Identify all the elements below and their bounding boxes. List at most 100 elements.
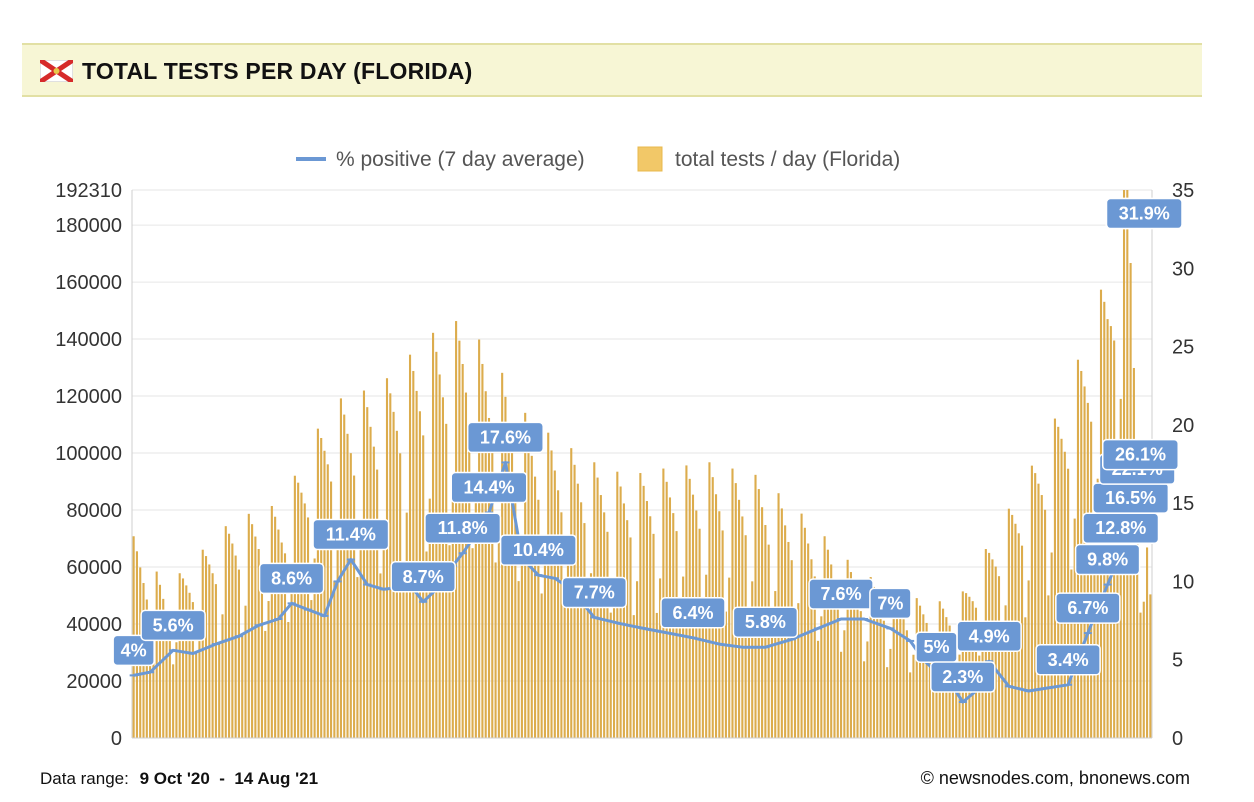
point-label-text: 14.4% — [463, 478, 514, 498]
bar — [902, 619, 905, 738]
bar — [247, 513, 250, 738]
point-label: 5.8% — [732, 606, 799, 638]
point-label-text: 10.4% — [513, 540, 564, 560]
bar — [632, 615, 635, 738]
bar — [300, 492, 303, 738]
point-label-box — [450, 471, 528, 504]
bar — [774, 591, 777, 738]
bar — [1020, 545, 1024, 738]
tests-chart: % positive (7 day average) total tests / … — [55, 146, 1194, 750]
bar — [823, 536, 826, 738]
bar — [830, 564, 833, 738]
bar — [1146, 547, 1149, 738]
point-label: 4% — [112, 634, 155, 667]
bar — [655, 612, 658, 738]
bar — [214, 584, 217, 738]
bar — [494, 562, 497, 738]
point-label-text: 4.9% — [969, 626, 1010, 646]
data-range-label: Data range: — [40, 769, 129, 788]
bar — [629, 537, 632, 738]
bar — [181, 578, 185, 738]
bar — [606, 531, 609, 738]
bar — [859, 611, 862, 738]
bar — [366, 407, 369, 738]
point-label-box — [732, 606, 799, 638]
bar — [221, 614, 224, 738]
bar — [343, 414, 346, 738]
point-label-text: 26.1% — [1115, 445, 1166, 465]
point-label: 7.7% — [561, 576, 628, 609]
bar — [889, 648, 892, 738]
point-label: 4.9% — [956, 620, 1022, 653]
bar — [797, 603, 800, 738]
bar — [955, 675, 958, 738]
bar — [1034, 473, 1037, 738]
bar — [892, 589, 895, 738]
bar — [257, 549, 260, 738]
bar — [846, 559, 849, 738]
bar — [833, 578, 836, 738]
bar — [251, 524, 254, 738]
bar — [267, 601, 270, 738]
point-label: 8.7% — [390, 561, 456, 593]
left-tick-label: 60000 — [66, 557, 122, 579]
point-label: 8.6% — [258, 562, 325, 595]
bar — [211, 573, 214, 738]
point-label: 2.3% — [930, 661, 996, 693]
bar — [863, 661, 866, 738]
bar — [724, 611, 727, 738]
bar — [1093, 539, 1096, 738]
bar — [359, 532, 362, 738]
bar — [1139, 612, 1142, 738]
point-label: 11.4% — [312, 518, 390, 551]
bar — [152, 636, 155, 738]
point-label-box — [1055, 592, 1121, 624]
bar — [382, 526, 385, 738]
bar — [1027, 580, 1030, 738]
bar — [1004, 605, 1007, 738]
bar — [185, 585, 188, 738]
bar — [1136, 465, 1139, 738]
bar — [224, 526, 227, 738]
point-label-box — [1035, 644, 1101, 676]
bar — [550, 450, 553, 738]
point-label-text: 11.4% — [326, 525, 376, 545]
bar — [1149, 594, 1152, 738]
bar — [234, 555, 237, 738]
bar — [241, 634, 244, 738]
bar — [244, 605, 247, 738]
bar — [399, 453, 402, 738]
bar — [349, 453, 352, 738]
bar — [290, 586, 293, 738]
bar — [560, 512, 563, 738]
bar — [497, 517, 500, 738]
bar — [313, 558, 316, 738]
point-label-box — [312, 518, 390, 551]
bar — [283, 553, 287, 738]
point-label: 7% — [869, 587, 912, 620]
bar — [471, 548, 474, 738]
bar — [145, 599, 148, 738]
point-label: 7.6% — [808, 578, 874, 610]
legend-label-positive: % positive (7 day average) — [336, 148, 585, 171]
bar — [922, 614, 925, 738]
bar — [277, 529, 280, 738]
left-tick-label: 192310 — [55, 180, 122, 202]
bar — [1060, 438, 1063, 738]
point-label-box — [1101, 438, 1179, 471]
bar — [547, 432, 550, 738]
data-range: Data range: 9 Oct '20 - 14 Aug '21 — [40, 769, 318, 789]
bar — [1090, 421, 1093, 738]
bar — [484, 391, 487, 738]
point-label-text: 31.9% — [1119, 204, 1170, 224]
bar — [369, 426, 372, 738]
bar — [175, 642, 178, 738]
bar — [385, 378, 389, 738]
point-label: 6.7% — [1055, 592, 1121, 624]
point-label: 5% — [915, 631, 958, 663]
bar — [491, 447, 494, 738]
point-label-box — [561, 576, 628, 609]
bar — [909, 672, 912, 738]
bar — [813, 576, 816, 738]
point-label: 17.6% — [466, 421, 544, 454]
